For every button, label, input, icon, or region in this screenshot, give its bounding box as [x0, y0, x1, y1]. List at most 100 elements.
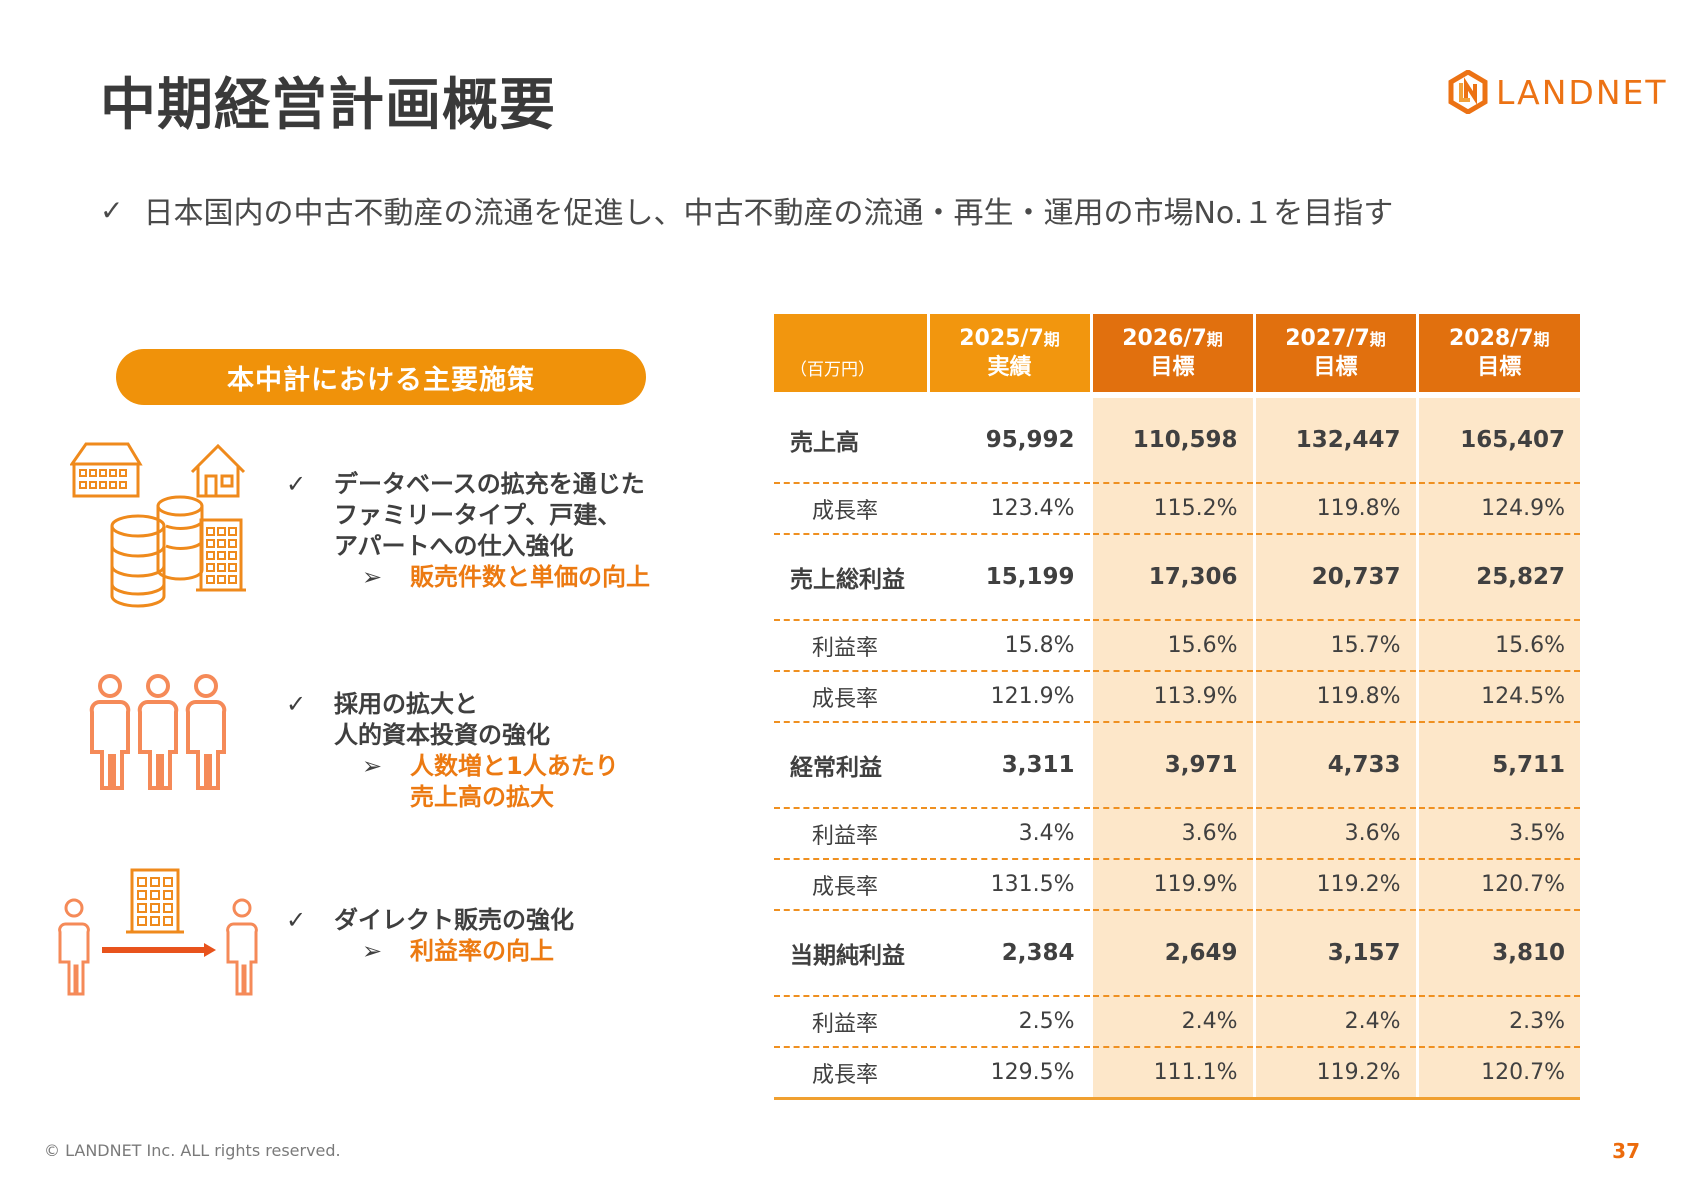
row-label: 当期純利益	[774, 910, 930, 997]
table-cell: 17,306	[1091, 534, 1256, 621]
initiative-item: ✓ ダイレクト販売の強化 ➢ 利益率の向上	[286, 905, 574, 967]
initiative-line: 人的資本投資の強化	[334, 721, 550, 749]
table-row: 成長率 129.5% 111.1% 119.2% 120.7%	[774, 1047, 1580, 1100]
direct-sales-icon	[58, 868, 258, 996]
column-period-suffix: 期	[1206, 329, 1223, 349]
arrow-icon: ➢	[362, 563, 383, 591]
table-cell: 120.7%	[1417, 1047, 1580, 1100]
landnet-logo: LANDNET	[1448, 70, 1668, 114]
logo-text: LANDNET	[1496, 72, 1668, 112]
table-cell: 119.8%	[1254, 671, 1419, 723]
table-cell: 110,598	[1091, 395, 1256, 484]
table-cell: 15.8%	[928, 620, 1093, 672]
table-cell: 4,733	[1254, 722, 1419, 809]
column-period-suffix: 期	[1043, 329, 1060, 349]
table-cell: 111.1%	[1091, 1047, 1256, 1100]
table-cell: 20,737	[1254, 534, 1419, 621]
column-period: 2027/7	[1285, 325, 1370, 351]
table-cell: 2.5%	[928, 996, 1093, 1048]
check-icon: ✓	[286, 690, 307, 718]
column-kind: 実績	[987, 354, 1032, 380]
table-cell: 3.6%	[1091, 808, 1256, 860]
row-label: 利益率	[774, 996, 930, 1048]
people-icon	[89, 674, 227, 790]
table-cell: 165,407	[1417, 395, 1580, 484]
table-cell: 119.9%	[1091, 859, 1256, 911]
mission-statement: ✓ 日本国内の中古不動産の流通を促進し、中古不動産の流通・再生・運用の市場No.…	[100, 188, 1393, 232]
mission-text: 日本国内の中古不動産の流通を促進し、中古不動産の流通・再生・運用の市場No.１を…	[143, 196, 1394, 231]
table-cell: 3.4%	[928, 808, 1093, 860]
table-row: 利益率 15.8% 15.6% 15.7% 15.6%	[774, 620, 1580, 672]
row-label: 成長率	[774, 1047, 930, 1100]
table-row: 成長率 121.9% 113.9% 119.8% 124.5%	[774, 671, 1580, 723]
table-cell: 129.5%	[928, 1047, 1093, 1100]
table-cell: 2.4%	[1091, 996, 1256, 1048]
table-cell: 131.5%	[928, 859, 1093, 911]
table-cell: 115.2%	[1091, 483, 1256, 535]
table-cell: 3,810	[1417, 910, 1580, 997]
table-cell: 2.3%	[1417, 996, 1580, 1048]
column-kind: 目標	[1313, 354, 1358, 380]
table-cell: 15,199	[928, 534, 1093, 621]
table-cell: 124.5%	[1417, 671, 1580, 723]
initiative-result: 人数増と1人あたり	[410, 752, 619, 780]
table-cell: 5,711	[1417, 722, 1580, 809]
column-header: 2028/7期 目標	[1417, 314, 1580, 398]
column-period: 2025/7	[959, 325, 1044, 351]
table-row: 経常利益 3,311 3,971 4,733 5,711	[774, 722, 1580, 809]
column-period-suffix: 期	[1533, 329, 1550, 349]
table-cell: 25,827	[1417, 534, 1580, 621]
check-icon: ✓	[100, 193, 124, 227]
column-header: 2027/7期 目標	[1254, 314, 1419, 398]
table-cell: 3,311	[928, 722, 1093, 809]
page-title: 中期経営計画概要	[100, 73, 556, 138]
column-header: 2026/7期 目標	[1091, 314, 1256, 398]
table-cell: 15.6%	[1091, 620, 1256, 672]
table-cell: 3.5%	[1417, 808, 1580, 860]
table-row: 利益率 3.4% 3.6% 3.6% 3.5%	[774, 808, 1580, 860]
initiative-line: ダイレクト販売の強化	[334, 906, 574, 934]
landnet-logo-icon	[1448, 70, 1488, 114]
table-cell: 124.9%	[1417, 483, 1580, 535]
row-label: 売上高	[774, 395, 930, 484]
table-cell: 3.6%	[1254, 808, 1419, 860]
financial-plan-table: （百万円） 2025/7期 実績 2026/7期 目標 2027/7期 目標 2028…	[774, 314, 1580, 1100]
table-row: 利益率 2.5% 2.4% 2.4% 2.3%	[774, 996, 1580, 1048]
table-row: 成長率 131.5% 119.9% 119.2% 120.7%	[774, 859, 1580, 911]
row-label: 利益率	[774, 808, 930, 860]
unit-label: （百万円）	[774, 314, 930, 398]
table-cell: 2,649	[1091, 910, 1256, 997]
table-cell: 95,992	[928, 395, 1093, 484]
table-cell: 123.4%	[928, 483, 1093, 535]
table-cell: 3,971	[1091, 722, 1256, 809]
column-kind: 目標	[1477, 354, 1522, 380]
initiative-line: 採用の拡大と	[334, 690, 478, 718]
row-label: 売上総利益	[774, 534, 930, 621]
column-period-suffix: 期	[1369, 329, 1386, 349]
column-period: 2026/7	[1122, 325, 1207, 351]
column-period: 2028/7	[1448, 325, 1534, 351]
check-icon: ✓	[286, 906, 307, 934]
initiative-line: アパートへの仕入強化	[334, 532, 574, 560]
arrow-icon: ➢	[362, 752, 383, 780]
table-cell: 132,447	[1254, 395, 1419, 484]
real-estate-database-icon	[70, 442, 246, 608]
initiative-result: 利益率の向上	[410, 937, 554, 965]
column-kind: 目標	[1150, 354, 1195, 380]
table-row: 当期純利益 2,384 2,649 3,157 3,810	[774, 910, 1580, 997]
table-cell: 2.4%	[1254, 996, 1419, 1048]
table-cell: 121.9%	[928, 671, 1093, 723]
table-cell: 3,157	[1254, 910, 1419, 997]
page-number: 37	[1612, 1139, 1640, 1163]
table-cell: 2,384	[928, 910, 1093, 997]
table-cell: 119.2%	[1254, 1047, 1419, 1100]
table-row: 売上総利益 15,199 17,306 20,737 25,827	[774, 534, 1580, 621]
check-icon: ✓	[286, 470, 307, 498]
initiative-result: 売上高の拡大	[410, 783, 554, 811]
table-cell: 113.9%	[1091, 671, 1256, 723]
row-label: 成長率	[774, 859, 930, 911]
initiative-line: データベースの拡充を通じた	[334, 470, 645, 498]
table-cell: 120.7%	[1417, 859, 1580, 911]
initiatives-heading: 本中計における主要施策	[116, 349, 646, 405]
initiative-item: ✓ 採用の拡大と 人的資本投資の強化 ➢ 人数増と1人あたり 売上高の拡大	[286, 689, 619, 813]
